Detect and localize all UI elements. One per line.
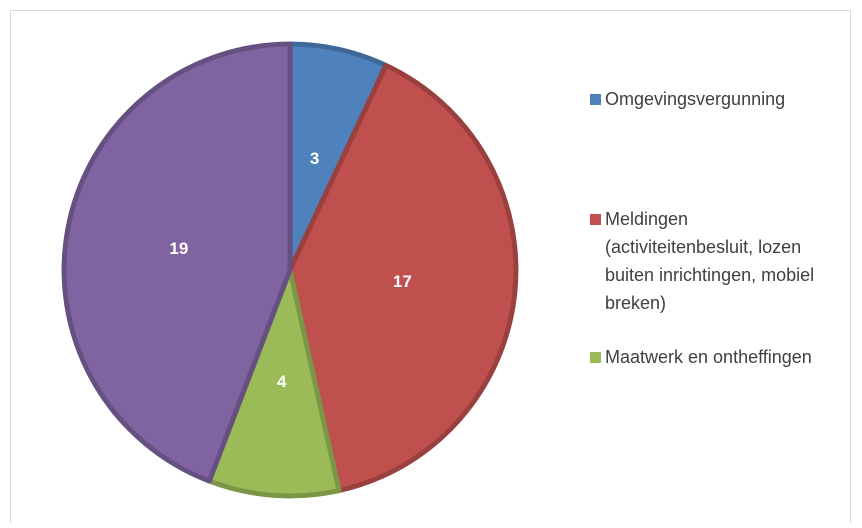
legend-line: Omgevingsvergunning <box>605 89 785 109</box>
data-label: 4 <box>277 372 287 391</box>
data-label: 19 <box>169 239 188 258</box>
pie-outline <box>60 40 520 500</box>
legend-line: Maatwerk en ontheffingen <box>605 347 812 367</box>
legend-swatch <box>590 94 601 105</box>
data-label: 17 <box>393 272 412 291</box>
legend-line: Meldingen <box>605 209 688 229</box>
legend-line: breken) <box>605 293 666 313</box>
pie-slice <box>287 62 519 494</box>
pie-slice <box>206 267 342 499</box>
legend-line: (activiteitenbesluit, lozen <box>605 237 801 257</box>
pie-slice <box>61 41 293 484</box>
legend-label: Maatwerk en ontheffingen <box>605 347 812 367</box>
data-label: 3 <box>310 149 319 168</box>
legend-swatch <box>590 214 601 225</box>
legend-swatch <box>590 352 601 363</box>
legend-line: buiten inrichtingen, mobiel <box>605 265 814 285</box>
legend-label: Meldingen (activiteitenbesluit, lozen buit… <box>605 209 814 313</box>
legend-label: Omgevingsvergunning <box>605 89 785 109</box>
